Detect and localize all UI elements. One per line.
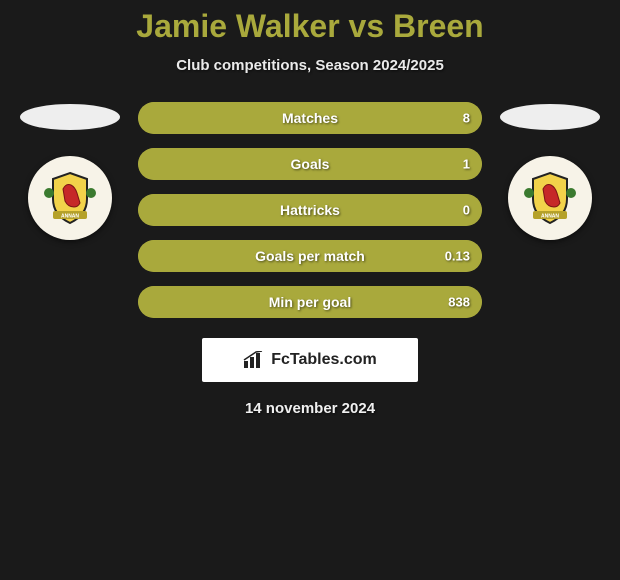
player2-club-badge: ANNAN	[508, 156, 592, 240]
stat-right-value: 0.13	[445, 249, 470, 264]
stat-bar: Hattricks 0	[138, 194, 482, 226]
stat-label: Matches	[282, 110, 338, 126]
stat-bar: Goals 1	[138, 148, 482, 180]
stat-label: Goals per match	[255, 248, 365, 264]
stat-label: Goals	[291, 156, 330, 172]
stat-label: Min per goal	[269, 294, 351, 310]
stats-list: Matches 8 Goals 1 Hattricks 0 Goals per …	[138, 102, 482, 318]
player1-ellipse	[20, 104, 120, 130]
subtitle: Club competitions, Season 2024/2025	[0, 57, 620, 74]
left-column: ANNAN	[20, 102, 120, 240]
stat-bar: Matches 8	[138, 102, 482, 134]
page-title: Jamie Walker vs Breen	[0, 8, 620, 45]
stat-right-value: 0	[463, 203, 470, 218]
player1-club-badge: ANNAN	[28, 156, 112, 240]
svg-text:ANNAN: ANNAN	[61, 214, 79, 220]
stat-right-value: 8	[463, 111, 470, 126]
vs-text: vs	[349, 8, 385, 44]
player1-name: Jamie Walker	[136, 8, 339, 44]
svg-text:ANNAN: ANNAN	[541, 214, 559, 220]
stat-bar: Min per goal 838	[138, 286, 482, 318]
branding-box: FcTables.com	[202, 338, 418, 382]
right-column: ANNAN	[500, 102, 600, 240]
comparison-row: ANNAN Matches 8 Goals 1 Hattric	[0, 102, 620, 318]
bar-chart-icon	[243, 351, 265, 369]
footer: FcTables.com 14 november 2024	[0, 338, 620, 417]
stat-right-value: 1	[463, 157, 470, 172]
stat-right-value: 838	[448, 295, 470, 310]
branding-text: FcTables.com	[271, 351, 377, 369]
date-text: 14 november 2024	[245, 400, 375, 417]
player2-name: Breen	[393, 8, 484, 44]
annan-crest-icon: ANNAN	[35, 163, 105, 233]
annan-crest-icon: ANNAN	[515, 163, 585, 233]
player2-ellipse	[500, 104, 600, 130]
stat-bar: Goals per match 0.13	[138, 240, 482, 272]
stat-label: Hattricks	[280, 202, 340, 218]
